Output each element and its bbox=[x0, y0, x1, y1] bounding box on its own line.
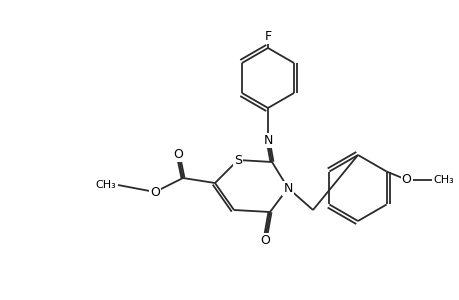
Text: N: N bbox=[283, 182, 292, 194]
Text: O: O bbox=[150, 185, 160, 199]
Text: F: F bbox=[264, 29, 271, 43]
Text: N: N bbox=[263, 134, 272, 146]
Text: O: O bbox=[259, 233, 269, 247]
Text: S: S bbox=[234, 154, 241, 166]
Text: CH₃: CH₃ bbox=[433, 175, 453, 185]
Text: CH₃: CH₃ bbox=[95, 180, 116, 190]
Text: O: O bbox=[401, 173, 411, 186]
Text: O: O bbox=[173, 148, 183, 160]
